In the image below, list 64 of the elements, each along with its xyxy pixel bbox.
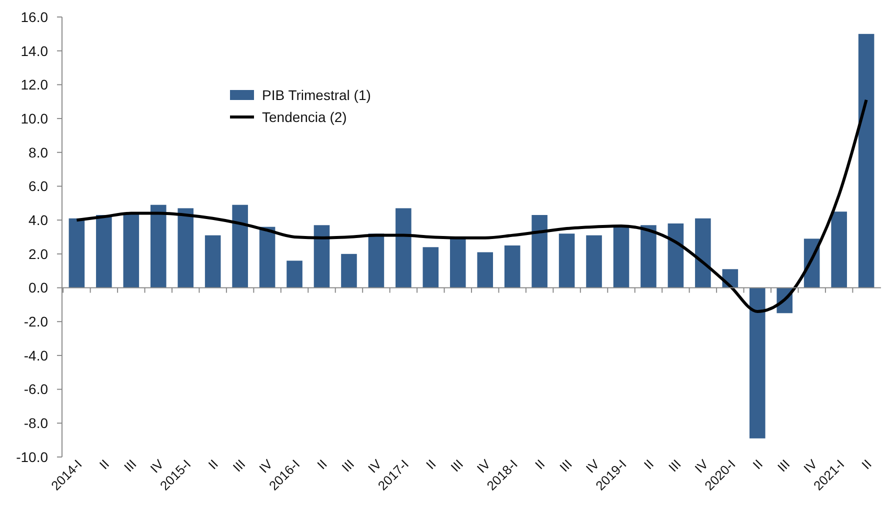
x-tick-label: IV xyxy=(800,456,820,476)
legend-label: Tendencia (2) xyxy=(262,108,347,125)
bar xyxy=(858,34,874,288)
x-tick-label: III xyxy=(121,456,140,475)
y-tick-label: -2.0 xyxy=(24,314,48,330)
x-tick-label: II xyxy=(532,456,548,472)
y-tick-label: 8.0 xyxy=(28,144,48,160)
bar xyxy=(450,237,466,288)
x-tick-label: III xyxy=(556,456,575,475)
bar xyxy=(749,288,766,438)
x-tick-label: IV xyxy=(474,456,494,476)
y-tick-label: -4.0 xyxy=(24,347,48,364)
legend-label: PIB Trimestral (1) xyxy=(262,86,371,103)
y-tick-label: 0.0 xyxy=(28,280,48,296)
bar xyxy=(204,235,221,288)
x-tick-label: II xyxy=(750,456,766,472)
x-tick-label: III xyxy=(774,456,793,475)
bar xyxy=(232,204,248,288)
y-tick-label: 12.0 xyxy=(20,76,48,93)
x-tick-label: IV xyxy=(147,456,167,476)
bar xyxy=(532,215,548,288)
x-tick-label: II xyxy=(314,456,330,472)
bar xyxy=(558,234,575,288)
y-tick-label: 4.0 xyxy=(28,212,48,228)
y-tick-label: 2.0 xyxy=(28,246,48,262)
x-tick-label: III xyxy=(230,456,248,475)
bar xyxy=(314,225,330,288)
y-tick-label: -8.0 xyxy=(24,415,48,432)
x-tick-label: IV xyxy=(365,456,385,476)
bar xyxy=(695,218,711,288)
bar xyxy=(422,247,439,288)
x-tick-label: II xyxy=(205,456,221,472)
x-tick-label: III xyxy=(448,456,466,475)
bar xyxy=(123,213,140,288)
bar xyxy=(178,208,194,288)
x-tick-label: II xyxy=(640,456,657,472)
bar xyxy=(68,218,85,288)
x-tick-label: IV xyxy=(692,456,712,476)
x-tick-label: II xyxy=(96,456,112,472)
x-tick-label: III xyxy=(338,456,358,475)
bar xyxy=(259,226,276,288)
y-tick-label: 16.0 xyxy=(20,8,48,25)
x-tick-label: II xyxy=(858,456,874,472)
bar xyxy=(150,204,166,288)
bar xyxy=(586,235,602,288)
bar xyxy=(477,252,494,288)
x-tick-label: IV xyxy=(582,456,602,476)
bar xyxy=(368,234,384,288)
bar xyxy=(396,208,412,288)
bar xyxy=(640,225,656,288)
bar xyxy=(341,254,357,288)
bar xyxy=(668,223,684,288)
y-tick-label: -6.0 xyxy=(24,381,48,398)
x-tick-label: II xyxy=(423,456,439,472)
bar xyxy=(504,245,520,288)
y-tick-label: 6.0 xyxy=(28,178,48,194)
y-tick-label: 10.0 xyxy=(20,110,48,126)
bar xyxy=(96,215,112,288)
x-tick-label: IV xyxy=(256,456,276,476)
x-tick-label: III xyxy=(666,456,684,475)
y-tick-label: -10.0 xyxy=(16,448,48,465)
bar xyxy=(286,260,302,288)
y-tick-label: 14.0 xyxy=(20,42,48,59)
bar xyxy=(831,212,847,288)
